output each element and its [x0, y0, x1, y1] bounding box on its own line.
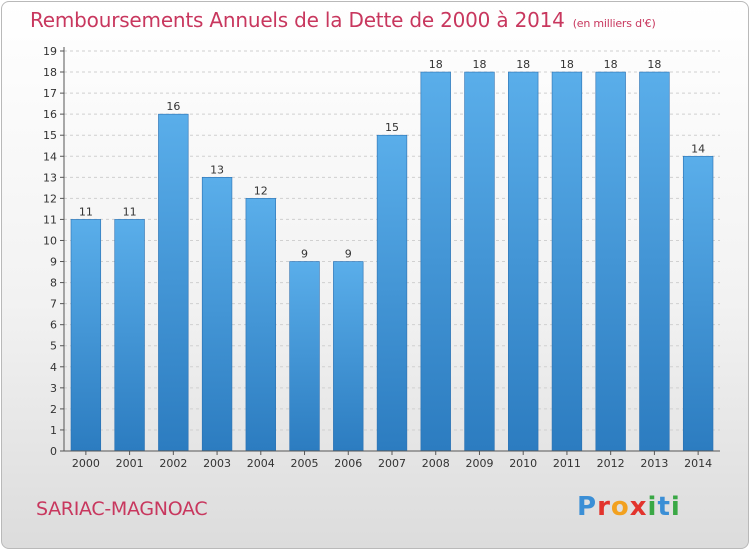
data-label: 11	[79, 205, 93, 218]
data-label: 9	[301, 248, 308, 261]
x-tick-label: 2004	[247, 457, 275, 470]
bar	[595, 71, 626, 452]
y-tick-label: 2	[50, 403, 57, 416]
data-label: 18	[647, 58, 661, 71]
bars	[70, 71, 714, 452]
y-tick-label: 15	[43, 129, 57, 142]
x-tick-label: 2002	[159, 457, 187, 470]
bar	[158, 113, 189, 452]
location-name: SARIAC-MAGNOAC	[36, 498, 208, 520]
x-tick-label: 2001	[116, 457, 144, 470]
x-tick-label: 2003	[203, 457, 231, 470]
data-label: 18	[560, 58, 574, 71]
x-tick-label: 2013	[640, 457, 668, 470]
y-tick-label: 1	[50, 424, 57, 437]
bar	[376, 134, 408, 452]
chart-title-text: Remboursements Annuels de la Dette de 20…	[30, 8, 565, 32]
data-label: 18	[604, 58, 618, 71]
y-tick-label: 0	[50, 445, 57, 458]
data-label: 12	[254, 184, 268, 197]
y-tick-label: 17	[43, 87, 57, 100]
y-tick-label: 7	[50, 298, 57, 311]
data-label: 11	[123, 205, 137, 218]
data-label: 18	[516, 58, 530, 71]
y-tick-label: 18	[43, 66, 57, 79]
proxiti-logo: Proxiti	[577, 492, 681, 522]
data-label: 18	[472, 58, 486, 71]
logo-letter: x	[629, 492, 648, 522]
y-tick-label: 19	[43, 45, 57, 58]
data-label: 15	[385, 121, 399, 134]
data-label: 14	[691, 142, 705, 155]
y-tick-label: 5	[50, 340, 57, 353]
x-tick-label: 2006	[334, 457, 362, 470]
y-tick-label: 9	[50, 256, 57, 269]
bar	[245, 198, 276, 452]
bar	[420, 71, 451, 452]
logo-letter: i	[670, 492, 681, 522]
y-tick-label: 14	[43, 150, 57, 163]
data-labels: 11 11 16 13 12 9 9 15 18 18 18 18 18 18 14	[79, 58, 705, 260]
x-tick-label: 2012	[597, 457, 625, 470]
y-tick-label: 12	[43, 192, 57, 205]
bar	[639, 71, 670, 452]
y-tick-label: 13	[43, 171, 57, 184]
x-tick-label: 2007	[378, 457, 406, 470]
bar	[508, 71, 539, 452]
data-label: 16	[166, 100, 180, 113]
y-tick-label: 6	[50, 319, 57, 332]
x-tick-label: 2010	[509, 457, 537, 470]
x-tick-label: 2009	[465, 457, 493, 470]
y-tick-label: 3	[50, 382, 57, 395]
y-tick-label: 4	[50, 361, 57, 374]
logo-letter: r	[597, 492, 611, 522]
x-tick-label: 2011	[553, 457, 581, 470]
x-tick-label: 2005	[291, 457, 319, 470]
x-tick-label: 2008	[422, 457, 450, 470]
x-tick-label: 2014	[684, 457, 712, 470]
logo-letter: t	[657, 492, 671, 522]
logo-letter: P	[577, 492, 598, 522]
y-tick-label: 8	[50, 277, 57, 290]
bar	[333, 261, 364, 452]
chart-unit-label: (en milliers d'€)	[572, 17, 656, 30]
logo-letter: i	[647, 492, 658, 522]
chart-title: Remboursements Annuels de la Dette de 20…	[30, 8, 656, 32]
bar	[114, 219, 145, 452]
logo-letter: o	[610, 492, 630, 522]
y-tick-label: 16	[43, 108, 57, 121]
x-tick-label: 2000	[72, 457, 100, 470]
y-tick-label: 10	[43, 234, 57, 247]
y-tick-label: 11	[43, 213, 57, 226]
bar	[201, 177, 233, 452]
bar	[551, 71, 583, 452]
data-label: 13	[210, 163, 224, 176]
bar	[464, 71, 495, 452]
bar	[682, 155, 714, 452]
data-label: 9	[345, 248, 352, 261]
bar	[70, 219, 102, 452]
data-label: 18	[429, 58, 443, 71]
bar	[289, 261, 320, 452]
